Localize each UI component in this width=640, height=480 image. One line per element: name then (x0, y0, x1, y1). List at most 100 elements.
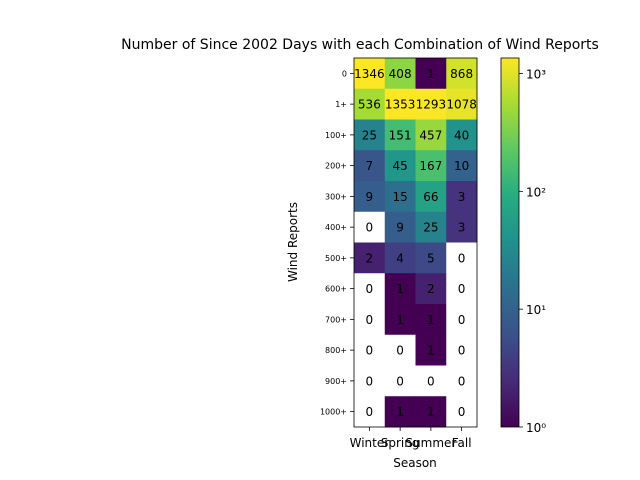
cell-value-label: 9 (366, 190, 374, 204)
cell-value-label: 408 (389, 67, 412, 81)
cell-value-label: 1 (396, 313, 404, 327)
heatmap-cell (415, 181, 447, 213)
cell-value-label: 7 (366, 159, 374, 173)
x-tick-label: Spring (381, 436, 420, 450)
heatmap-cell (384, 273, 416, 305)
cell-value-label: 0 (458, 405, 466, 419)
cell-value-label: 3 (458, 190, 466, 204)
heatmap-cell (415, 396, 447, 428)
heatmap-cell (446, 58, 478, 90)
heatmap-cell (415, 211, 447, 243)
cell-value-label: 1353 (385, 98, 416, 112)
heatmap-cell (354, 365, 386, 397)
cell-value-label: 0 (366, 344, 374, 358)
y-tick-label: 100+ (325, 131, 347, 140)
colorbar (500, 57, 520, 428)
heatmap-cell (415, 334, 447, 366)
heatmap-cell (446, 242, 478, 274)
chart-title: Number of Since 2002 Days with each Comb… (121, 37, 599, 53)
cell-value-label: 4 (396, 251, 404, 265)
y-tick-label: 900+ (325, 377, 347, 386)
x-tick-label: Fall (452, 436, 472, 450)
y-axis: 0 1+ 100+ 200+ 300+ 400+ 500+ 600+ 700+ 800+ 900+ 1… (320, 69, 354, 417)
cell-value-label: 1346 (354, 67, 385, 81)
heatmap-cell (446, 150, 478, 182)
heatmap-cell (384, 211, 416, 243)
y-tick-label: 600+ (325, 285, 347, 294)
cell-value-label: 25 (423, 221, 438, 235)
colorbar-tick-label: 10¹ (526, 303, 546, 317)
heatmap-cell (354, 119, 386, 151)
heatmap-cell (354, 304, 386, 336)
colorbar-tick-label: 10² (526, 185, 546, 199)
cell-value-label: 15 (392, 190, 407, 204)
cell-value-label: 45 (392, 159, 407, 173)
heatmap-cell (354, 211, 386, 243)
cell-value-label: 536 (358, 98, 381, 112)
cell-value-label: 0 (396, 344, 404, 358)
colorbar-tick-label: 10⁰ (526, 421, 546, 435)
cell-value-label: 5 (427, 251, 435, 265)
cell-value-label: 0 (366, 313, 374, 327)
heatmap-cell (446, 181, 478, 213)
x-axis-label: Season (393, 456, 437, 470)
heatmap-cell (384, 119, 416, 151)
cell-value-label: 1 (427, 405, 435, 419)
colorbar-axis: 10⁰ 10¹ 10² 10³ (519, 67, 546, 435)
y-tick-label: 1+ (335, 100, 347, 109)
x-tick-label: Winter (350, 436, 390, 450)
cell-value-label: 457 (419, 128, 442, 142)
y-tick-label: 1000+ (320, 408, 347, 417)
heatmap-cell (446, 273, 478, 305)
heatmap-cells (354, 58, 478, 428)
cell-value-label: 9 (396, 221, 404, 235)
cell-value-label: 167 (419, 159, 442, 173)
cell-value-label: 1293 (416, 98, 447, 112)
heatmap-cell (446, 211, 478, 243)
heatmap-cell (415, 242, 447, 274)
cell-value-label: 0 (427, 374, 435, 388)
colorbar-tick-label: 10³ (526, 67, 546, 81)
y-tick-label: 300+ (325, 192, 347, 201)
heatmap-cell (384, 304, 416, 336)
cell-value-label: 0 (366, 282, 374, 296)
cell-value-label: 1 (427, 67, 435, 81)
heatmap-cell (415, 304, 447, 336)
y-tick-label: 700+ (325, 315, 347, 324)
heatmap-cell (415, 119, 447, 151)
heatmap-cell (446, 88, 478, 120)
cell-value-label: 151 (389, 128, 412, 142)
x-tick-label: Summer (405, 436, 456, 450)
cell-value-label: 1 (427, 313, 435, 327)
cell-value-label: 0 (366, 374, 374, 388)
cell-value-label: 1 (427, 344, 435, 358)
cell-value-label: 868 (450, 67, 473, 81)
heatmap-cell (415, 58, 447, 90)
cell-value-label: 3 (458, 221, 466, 235)
y-axis-label: Wind Reports (286, 202, 300, 282)
cell-value-label: 0 (458, 251, 466, 265)
cell-value-label: 10 (454, 159, 469, 173)
heatmap-cell (415, 150, 447, 182)
y-tick-label: 400+ (325, 223, 347, 232)
cell-value-label: 40 (454, 128, 469, 142)
heatmap-cell (354, 273, 386, 305)
cell-value-label: 0 (458, 374, 466, 388)
cell-value-label: 0 (366, 221, 374, 235)
heatmap-cell (354, 58, 386, 90)
heatmap-frame (353, 57, 478, 428)
heatmap-cell (354, 88, 386, 120)
cell-value-label: 25 (362, 128, 377, 142)
heatmap-cell (446, 396, 478, 428)
heatmap-cell (384, 181, 416, 213)
cell-value-label: 1078 (446, 98, 477, 112)
heatmap-cell (384, 242, 416, 274)
heatmap-cell (354, 242, 386, 274)
cell-value-label: 66 (423, 190, 438, 204)
heatmap-cell (354, 396, 386, 428)
y-tick-label: 500+ (325, 254, 347, 263)
cell-value-label: 0 (366, 405, 374, 419)
heatmap-cell (384, 58, 416, 90)
